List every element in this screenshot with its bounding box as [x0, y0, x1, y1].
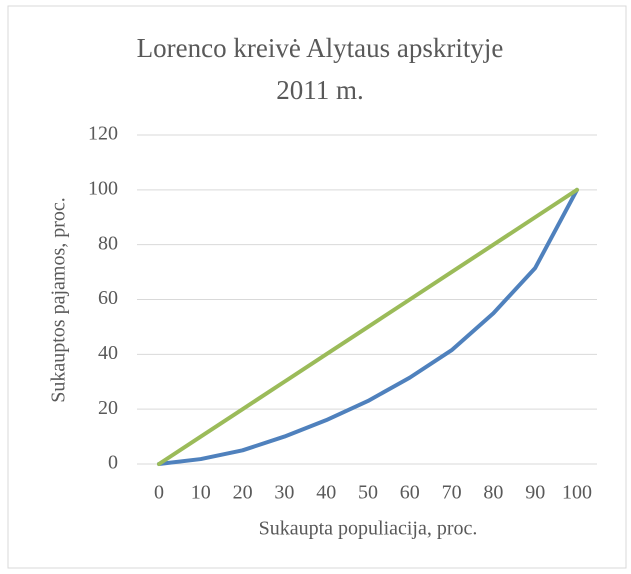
y-tick-label: 0	[108, 452, 118, 474]
x-tick-label: 20	[233, 482, 253, 504]
data-line	[157, 187, 579, 466]
chart-frame	[7, 5, 627, 569]
y-tick-label: 100	[88, 177, 118, 199]
x-tick-label: 0	[154, 482, 164, 504]
y-tick-label: 40	[98, 342, 118, 364]
y-tick-label: 20	[98, 397, 118, 419]
chart-title: 2011 m.	[276, 75, 364, 105]
chart-title: Lorenco kreivė Alytaus apskrityje	[137, 33, 504, 63]
x-tick-label: 30	[274, 482, 294, 504]
x-axis-label: Sukaupta populiacija, proc.	[259, 518, 478, 540]
y-tick-label: 80	[98, 232, 118, 254]
x-tick-label: 50	[358, 482, 378, 504]
x-tick-label: 80	[483, 482, 503, 504]
x-tick-label: 10	[191, 482, 211, 504]
x-tick-label: 70	[442, 482, 462, 504]
x-tick-label: 40	[316, 482, 336, 504]
y-tick-label: 120	[88, 123, 118, 145]
x-tick-label: 60	[400, 482, 420, 504]
x-tick-label: 100	[562, 482, 592, 504]
y-tick-label: 60	[98, 287, 118, 309]
data-line	[157, 187, 579, 466]
y-axis-label: Sukauptos pajamos, proc.	[48, 197, 70, 403]
x-tick-label: 90	[525, 482, 545, 504]
